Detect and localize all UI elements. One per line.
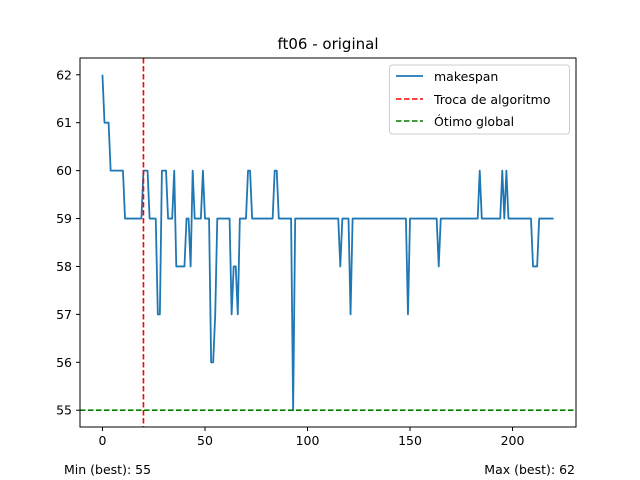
y-tick-label: 57 [56,307,72,322]
x-tick-label: 0 [98,433,106,448]
max-best-note: Max (best): 62 [484,462,575,477]
y-tick-label: 60 [56,163,72,178]
x-tick-label: 100 [296,433,320,448]
legend-troca-label: Troca de algoritmo [433,92,550,107]
y-tick-label: 58 [56,259,72,274]
legend-box [389,64,570,135]
y-tick-label: 61 [56,115,72,130]
legend: makespan Troca de algoritmo Ótimo global [389,64,570,135]
series-line-makespan [101,74,554,412]
legend-makespan-label: makespan [434,69,498,84]
y-tick-label: 55 [56,403,72,418]
chart-title: ft06 - original [277,35,378,53]
x-tick-label: 150 [398,433,422,448]
y-tick-label: 59 [56,211,72,226]
legend-otimo-label: Ótimo global [434,114,514,129]
axes-frame [79,57,577,428]
x-tick-label: 200 [501,433,525,448]
y-tick-label: 56 [56,355,72,370]
y-tick-label: 62 [56,67,72,82]
x-tick-label: 50 [197,433,213,448]
min-best-note: Min (best): 55 [64,462,152,477]
